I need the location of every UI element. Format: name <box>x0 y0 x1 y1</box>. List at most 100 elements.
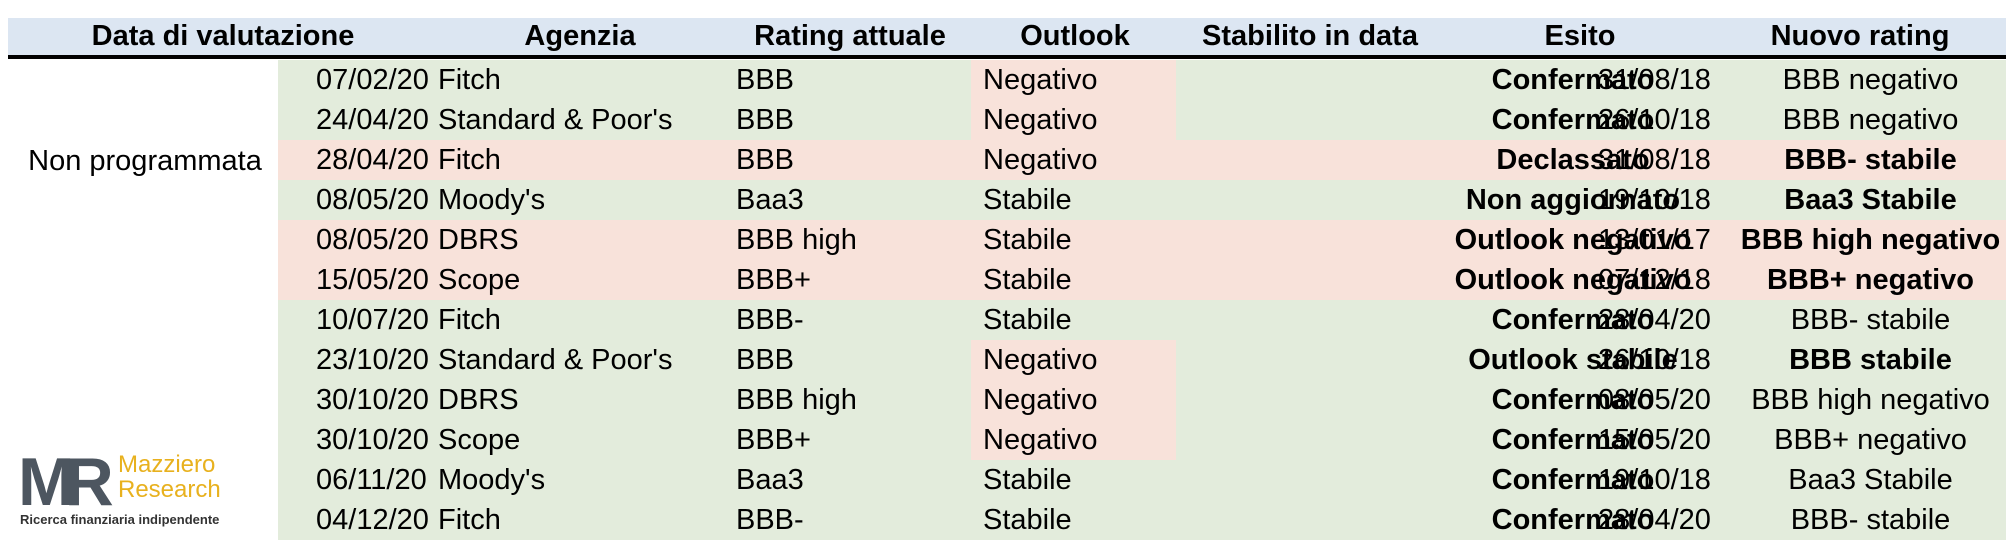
cell-new-rating: Baa3 Stabile <box>1784 184 1957 216</box>
cell-rating: BBB <box>736 104 795 136</box>
cell-new-rating: BBB- stabile <box>1784 144 1957 176</box>
cell-date: 08/05/20 <box>316 224 429 256</box>
cell-agency: Moody's <box>438 464 546 496</box>
logo-letters: MR <box>18 444 114 520</box>
cell-new-rating: BBB- stabile <box>1790 504 1951 536</box>
table-row: 06/11/20 Moody's Baa3 Stabile 19/10/18 Confer… <box>278 460 2006 500</box>
cell-outlook: Stabile <box>971 260 1176 300</box>
cell-result: Outlook negativo <box>1454 264 1692 296</box>
cell-outlook: Negativo <box>971 140 1176 180</box>
cell-result: Confermato <box>1491 64 1655 96</box>
cell-outlook: Stabile <box>971 180 1176 220</box>
table-row: 24/04/20 Standard & Poor's BBB Negativo 26/1… <box>278 100 2006 140</box>
cell-result: Outlook negativo <box>1454 224 1692 256</box>
cell-since: 19/10/18 <box>1598 464 1711 496</box>
cell-result: Confermato <box>1491 424 1655 456</box>
cell-date: 07/02/20 <box>316 64 429 96</box>
cell-outlook: Stabile <box>971 460 1176 500</box>
cell-new-rating: BBB+ negativo <box>1766 264 1975 296</box>
table-row: 07/02/20 Fitch BBB Negativo 31/08/18 Conferma… <box>278 60 2006 100</box>
table-row: 28/04/20 Fitch BBB Negativo 31/08/18 Declassa… <box>278 140 2006 180</box>
header-date: Data di valutazione <box>91 20 355 52</box>
company-logo: MR Mazziero Research Ricerca finanziaria… <box>14 448 244 528</box>
cell-rating: BBB high <box>736 384 857 416</box>
table-row: 30/10/20 DBRS BBB high Negativo 08/05/20 Conf… <box>278 380 2006 420</box>
cell-date: 30/10/20 <box>316 384 429 416</box>
cell-rating: BBB+ <box>736 264 811 296</box>
table-row: 08/05/20 DBRS BBB high Stabile 13/01/17 Outlo… <box>278 220 2006 260</box>
cell-new-rating: BBB+ negativo <box>1774 424 1967 456</box>
cell-date: 06/11/20 <box>316 464 427 496</box>
cell-agency: Scope <box>438 264 521 296</box>
cell-since: 31/08/18 <box>1598 144 1711 176</box>
cell-result: Confermato <box>1491 464 1655 496</box>
cell-since: 28/04/20 <box>1598 504 1711 536</box>
cell-rating: BBB high <box>736 224 857 256</box>
cell-result: Non aggiornato <box>1465 184 1681 216</box>
cell-rating: BBB- <box>736 504 804 536</box>
cell-date: 04/12/20 <box>316 504 429 536</box>
header-since: Stabilito in data <box>1202 20 1418 52</box>
header-agency: Agenzia <box>524 20 636 52</box>
logo-name-line2: Research <box>118 476 221 503</box>
cell-since: 15/05/20 <box>1598 424 1711 456</box>
cell-rating: BBB- <box>736 304 804 336</box>
cell-date: 24/04/20 <box>316 104 429 136</box>
cell-since: 26/10/18 <box>1598 104 1711 136</box>
cell-new-rating: BBB stabile <box>1789 344 1952 376</box>
cell-since: 07/12/18 <box>1598 264 1711 296</box>
table-row: 30/10/20 Scope BBB+ Negativo 15/05/20 Conferm… <box>278 420 2006 460</box>
header-result: Esito <box>1544 20 1616 52</box>
cell-result: Confermato <box>1491 304 1655 336</box>
cell-agency: Scope <box>438 424 521 456</box>
cell-outlook: Stabile <box>971 500 1176 540</box>
cell-agency: Moody's <box>438 184 546 216</box>
cell-agency: Standard & Poor's <box>438 104 673 136</box>
cell-since: 31/08/18 <box>1598 64 1711 96</box>
cell-result: Confermato <box>1491 104 1655 136</box>
table-row: 23/10/20 Standard & Poor's BBB Negativo 26/1… <box>278 340 2006 380</box>
cell-since: 19/10/18 <box>1598 184 1711 216</box>
cell-agency: Fitch <box>438 504 501 536</box>
cell-date: 28/04/20 <box>316 144 429 176</box>
cell-outlook: Negativo <box>971 60 1176 100</box>
cell-outlook: Stabile <box>971 300 1176 340</box>
cell-result: Declassato <box>1496 144 1650 176</box>
cell-since: 28/04/20 <box>1598 304 1711 336</box>
cell-rating: BBB+ <box>736 424 811 456</box>
cell-result: Confermato <box>1491 504 1655 536</box>
cell-new-rating: BBB negativo <box>1782 104 1959 136</box>
header-divider <box>8 55 2006 59</box>
cell-rating: BBB <box>736 144 795 176</box>
cell-outlook: Negativo <box>971 380 1176 420</box>
cell-outlook: Negativo <box>971 420 1176 460</box>
header-rating: Rating attuale <box>754 20 946 52</box>
cell-new-rating: BBB negativo <box>1782 64 1959 96</box>
cell-outlook: Stabile <box>971 220 1176 260</box>
cell-rating: Baa3 <box>736 184 804 216</box>
table-row: 10/07/20 Fitch BBB- Stabile 28/04/20 Conferma… <box>278 300 2006 340</box>
cell-result: Outlook stabile <box>1468 344 1678 376</box>
cell-date: 08/05/20 <box>316 184 429 216</box>
table-row: 15/05/20 Scope BBB+ Stabile 07/12/18 Outlook … <box>278 260 2006 300</box>
cell-date: 15/05/20 <box>316 264 429 296</box>
table-row: 08/05/20 Moody's Baa3 Stabile 19/10/18 Non ag… <box>278 180 2006 220</box>
group-label: Non programmata <box>28 145 262 177</box>
cell-new-rating: BBB- stabile <box>1790 304 1951 336</box>
cell-outlook: Negativo <box>971 340 1176 380</box>
cell-rating: Baa3 <box>736 464 804 496</box>
cell-since: 08/05/20 <box>1598 384 1711 416</box>
cell-since: 13/01/17 <box>1598 224 1711 256</box>
cell-outlook: Negativo <box>971 100 1176 140</box>
logo-name-line1: Mazziero <box>118 451 216 478</box>
cell-result: Confermato <box>1491 384 1655 416</box>
cell-new-rating: Baa3 Stabile <box>1788 464 1953 496</box>
cell-rating: BBB <box>736 64 795 96</box>
cell-date: 30/10/20 <box>316 424 429 456</box>
header-outlook: Outlook <box>1020 20 1130 52</box>
cell-rating: BBB <box>736 344 795 376</box>
table-header <box>8 18 2006 55</box>
cell-agency: Standard & Poor's <box>438 344 673 376</box>
cell-agency: DBRS <box>438 224 519 256</box>
cell-agency: Fitch <box>438 144 501 176</box>
